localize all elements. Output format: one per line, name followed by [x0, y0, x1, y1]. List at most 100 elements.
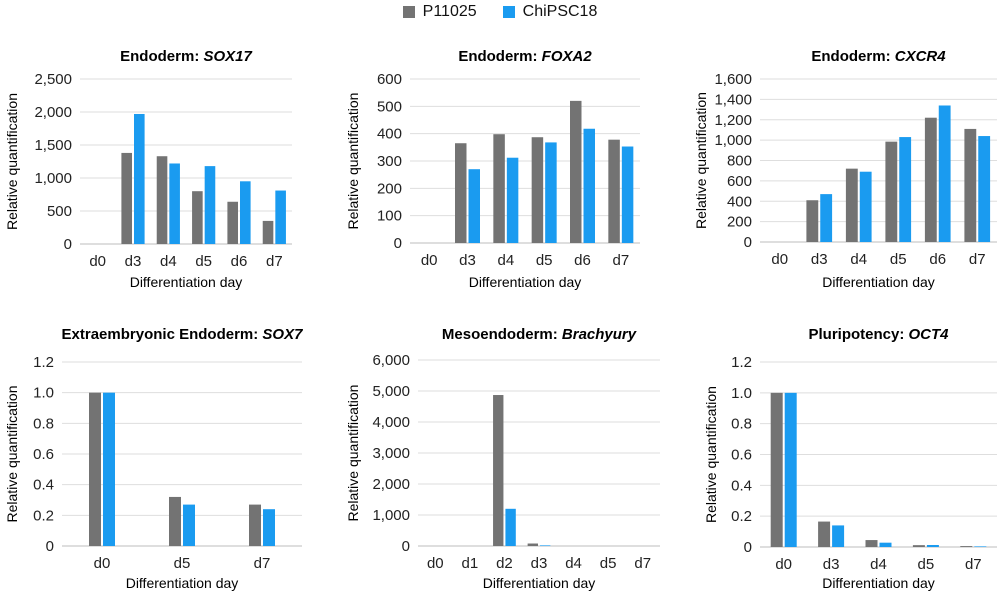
- chart-3-title-gene: CXCR4: [895, 48, 947, 65]
- chart-3-bar-chipsc18-d6: [938, 105, 951, 242]
- chart-1-title-gene: SOX17: [203, 48, 252, 65]
- chart-3-bar-chipsc18-d3: [820, 194, 833, 242]
- chart-6-bar-chipsc18-d7: [974, 546, 987, 547]
- chart-3-bar-chipsc18-d4: [859, 171, 872, 242]
- chart-1-ytick-label: 2,000: [34, 104, 72, 121]
- chart-4-ytick-label: 0: [46, 538, 54, 555]
- chart-2-ytick-label: 100: [377, 208, 402, 225]
- chart-4-ytick-label: 0.8: [33, 415, 54, 432]
- chart-3-ytick-label: 800: [727, 153, 752, 170]
- chart-2-xtick-label: d6: [574, 252, 591, 269]
- chart-5-ytick-label: 2,000: [372, 476, 410, 493]
- chart-4-title-prefix: Extraembryonic Endoderm:: [62, 326, 263, 343]
- chart-4-xtick-label: d7: [254, 555, 271, 572]
- chart-4-bar-chipsc18-d7: [263, 509, 275, 546]
- chart-4-xtick-label: d0: [94, 555, 111, 572]
- legend-label-p11025: P11025: [422, 3, 477, 20]
- chart-5-ytick-label: 3,000: [372, 445, 410, 462]
- chart-6-ytick-label: 0.4: [731, 477, 752, 494]
- chart-2-bar-chipsc18-d4: [506, 157, 519, 243]
- chart-5-bar-chipsc18-d3: [540, 545, 551, 546]
- chart-1-xtick-label: d7: [266, 253, 283, 270]
- chart-2-ytick-label: 400: [377, 126, 402, 143]
- chart-1-bar-p11025-d7: [262, 220, 274, 244]
- chart-1-ytick-label: 1,500: [34, 137, 72, 154]
- chart-6-bar-p11025-d3: [818, 521, 831, 547]
- chart-1-xtick-label: d3: [125, 253, 142, 270]
- chart-2-title: Endoderm: FOXA2: [458, 48, 592, 65]
- chart-2-ytick-label: 600: [377, 71, 402, 88]
- chart-5-xtick-label: d0: [427, 555, 444, 572]
- chart-6-xtick-label: d7: [965, 556, 982, 573]
- chart-3-bar-p11025-d4: [845, 168, 858, 242]
- chart-3-xtick-label: d4: [850, 251, 867, 268]
- chart-4-y-axis-label: Relative quantification: [4, 386, 20, 523]
- chart-3-ytick-label: 200: [727, 214, 752, 231]
- chart-5-xtick-label: d7: [634, 555, 651, 572]
- chart-2-ytick-label: 300: [377, 153, 402, 170]
- chart-2-xtick-label: d0: [421, 252, 438, 269]
- chart-6-title-prefix: Pluripotency:: [808, 326, 908, 343]
- chart-3-ytick-label: 1,200: [714, 112, 752, 129]
- chart-1-xtick-label: d0: [89, 253, 106, 270]
- chart-6-bar-chipsc18-d3: [832, 525, 845, 547]
- chart-1-bar-chipsc18-d4: [169, 163, 180, 244]
- chart-5-title: Mesoendoderm: Brachyury: [442, 326, 637, 343]
- chart-6-ytick-label: 1.0: [731, 385, 752, 402]
- chart-6-y-axis-label: Relative quantification: [703, 386, 719, 523]
- chart-3-xtick-label: d6: [929, 251, 946, 268]
- chart-3-ytick-label: 1,400: [714, 91, 752, 108]
- chart-1-ytick-label: 2,500: [34, 71, 72, 88]
- chart-2-bar-p11025-d4: [493, 134, 505, 243]
- chart-2-xtick-label: d5: [536, 252, 553, 269]
- chart-3-xtick-label: d7: [969, 251, 986, 268]
- chart-5-ytick-label: 4,000: [372, 414, 410, 431]
- chart-1-bar-p11025-d4: [156, 156, 168, 244]
- chart-5-title-prefix: Mesoendoderm:: [442, 326, 562, 343]
- chart-4-ytick-label: 1.0: [33, 385, 54, 402]
- chart-2-title-prefix: Endoderm:: [458, 48, 541, 65]
- chart-5-bar-p11025-d3: [527, 543, 538, 546]
- chart-3-ytick-label: 600: [727, 173, 752, 190]
- chart-3-bar-chipsc18-d5: [899, 137, 912, 242]
- chart-2-ytick-label: 200: [377, 180, 402, 197]
- chart-3-title: Endoderm: CXCR4: [811, 48, 946, 65]
- chart-3-bar-p11025-d7: [964, 128, 977, 242]
- chart-6-title: Pluripotency: OCT4: [808, 326, 949, 343]
- chart-1-bar-chipsc18-d7: [275, 190, 286, 244]
- chart-2-bar-chipsc18-d7: [621, 146, 634, 243]
- chart-6-bar-chipsc18-d5: [926, 544, 939, 547]
- chart-1-title-prefix: Endoderm:: [120, 48, 203, 65]
- chart-5-ytick-label: 5,000: [372, 383, 410, 400]
- chart-1-ytick-label: 1,000: [34, 170, 72, 187]
- chart-6-ytick-label: 0.2: [731, 508, 752, 525]
- chart-4-title: Extraembryonic Endoderm: SOX7: [62, 326, 304, 343]
- chart-6-xtick-label: d3: [823, 556, 840, 573]
- chart-1-xtick-label: d6: [231, 253, 248, 270]
- chart-6-ytick-label: 1.2: [731, 354, 752, 371]
- chart-1-xtick-label: d5: [195, 253, 212, 270]
- chart-6-ytick-label: 0: [744, 539, 752, 556]
- chart-2-x-axis-label: Differentiation day: [469, 274, 582, 290]
- chart-5-ytick-label: 6,000: [372, 352, 410, 369]
- chart-5-xtick-label: d5: [600, 555, 617, 572]
- chart-2-xtick-label: d4: [497, 252, 514, 269]
- legend-item-chipsc18: ChiPSC18: [502, 3, 597, 21]
- chart-6-bar-p11025-d4: [865, 540, 878, 547]
- chart-4-bar-p11025-d7: [249, 504, 261, 546]
- chart-4-xtick-label: d5: [174, 555, 191, 572]
- legend-swatch-chipsc18: [502, 6, 515, 18]
- chart-3-bar-p11025-d6: [924, 117, 937, 242]
- chart-6-bar-p11025-d7: [960, 546, 973, 547]
- legend-item-p11025: P11025: [402, 3, 477, 21]
- chart-2-xtick-label: d7: [612, 252, 629, 269]
- chart-4-bar-p11025-d0: [89, 392, 101, 546]
- chart-3-bar-chipsc18-d7: [978, 136, 991, 242]
- legend-swatch-p11025: [402, 6, 415, 18]
- legend: P11025 ChiPSC18: [0, 3, 1000, 21]
- chart-3-bar-p11025-d5: [885, 141, 898, 242]
- chart-3-ytick-label: 1,600: [714, 71, 752, 88]
- chart-2-bar-p11025-d5: [531, 137, 544, 243]
- chart-6-ytick-label: 0.6: [731, 447, 752, 464]
- chart-6-bar-chipsc18-d0: [784, 392, 797, 547]
